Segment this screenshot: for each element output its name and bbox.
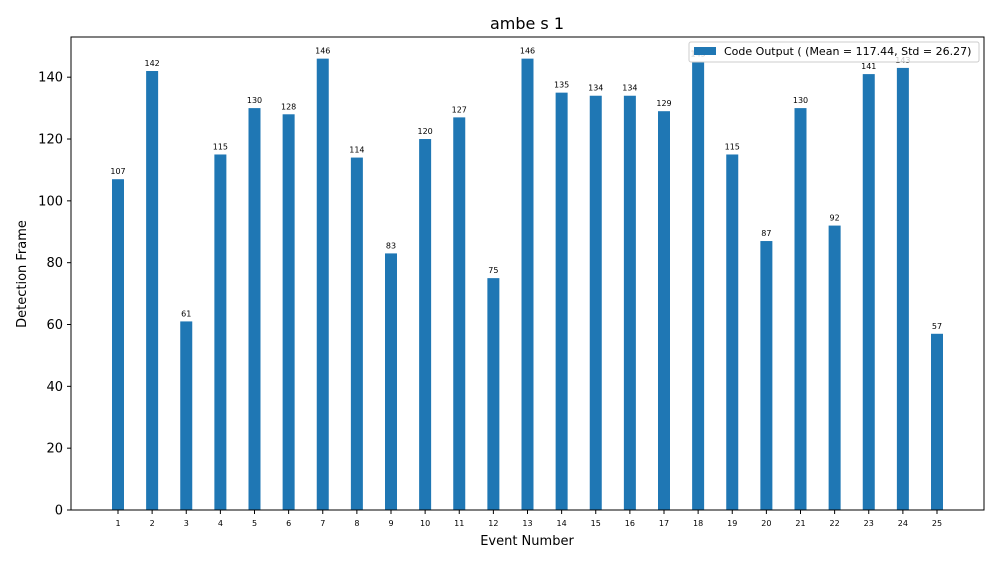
bar-event-16 — [623, 95, 636, 511]
bar-event-14 — [555, 92, 568, 510]
bar-event-19 — [726, 154, 739, 511]
x-tick-label: 20 — [761, 519, 771, 528]
x-tick-label: 22 — [830, 519, 840, 528]
bar-event-17 — [658, 111, 670, 510]
y-axis-label: Detection Frame — [15, 220, 30, 328]
x-tick-label: 18 — [693, 519, 703, 528]
x-tick-label: 24 — [898, 519, 908, 528]
x-tick-label: 14 — [557, 519, 567, 528]
x-tick-label: 4 — [218, 519, 223, 528]
bar-value-label: 92 — [830, 214, 840, 223]
chart-title: ambe s 1 — [490, 14, 564, 33]
bar-value-label: 146 — [520, 47, 535, 56]
bar-value-label: 107 — [110, 167, 125, 176]
legend-entry: Code Output ( (Mean = 117.44, Std = 26.2… — [724, 45, 971, 58]
y-tick-label: 20 — [46, 442, 63, 457]
bar-value-label: 114 — [349, 146, 364, 155]
bar-value-label: 115 — [213, 142, 228, 151]
bar-event-23 — [862, 74, 875, 511]
bar-event-5 — [248, 108, 261, 510]
bar-value-label: 134 — [588, 84, 603, 93]
bar-event-11 — [453, 117, 466, 510]
x-tick-label: 25 — [932, 519, 942, 528]
x-tick-label: 17 — [659, 519, 669, 528]
x-tick-label: 16 — [625, 519, 635, 528]
bar-value-label: 75 — [488, 266, 498, 275]
x-tick-label: 23 — [864, 519, 874, 528]
y-tick-label: 100 — [38, 194, 63, 209]
bar-event-21 — [794, 108, 807, 510]
bar-value-label: 142 — [144, 59, 159, 68]
legend: Code Output ( (Mean = 117.44, Std = 26.2… — [688, 41, 980, 63]
y-tick-label: 120 — [38, 133, 63, 148]
x-tick-label: 10 — [420, 519, 430, 528]
x-tick-label: 2 — [150, 519, 155, 528]
y-tick-label: 0 — [55, 504, 63, 519]
bar-value-label: 127 — [452, 105, 467, 114]
bar-event-22 — [828, 225, 841, 510]
x-tick-label: 12 — [488, 519, 498, 528]
bar-event-24 — [896, 67, 909, 510]
bar-event-8 — [350, 157, 363, 510]
y-axis-ticks: 0 20 40 60 80 100 120 140 — [38, 71, 71, 519]
bar-value-label: 128 — [281, 102, 296, 111]
bar-event-1 — [112, 179, 124, 510]
bar-value-label: 83 — [386, 241, 396, 250]
bar-value-label: 61 — [181, 309, 191, 318]
y-tick-label: 80 — [46, 256, 63, 271]
x-tick-label: 1 — [115, 519, 120, 528]
bar-event-25 — [931, 333, 943, 510]
x-tick-label: 15 — [591, 519, 601, 528]
bar-event-7 — [316, 58, 329, 510]
bar-value-label: 134 — [622, 84, 637, 93]
x-tick-label: 8 — [354, 519, 359, 528]
x-axis-label: Event Number — [480, 534, 574, 549]
bar-event-4 — [214, 154, 227, 511]
x-tick-label: 9 — [388, 519, 393, 528]
bar-event-12 — [487, 278, 500, 510]
legend-swatch — [694, 47, 716, 55]
bar-event-20 — [760, 241, 773, 510]
x-tick-label: 19 — [727, 519, 737, 528]
bar-value-label: 130 — [793, 96, 808, 105]
bar-value-label: 57 — [932, 322, 942, 331]
bar-event-18 — [692, 61, 705, 510]
bar-event-3 — [180, 321, 193, 510]
bar-event-15 — [589, 95, 602, 511]
x-tick-label: 3 — [184, 519, 189, 528]
bars-layer: 107 142 61 115 130 128 146 114 83 120 127 75 146 135 1… — [110, 47, 943, 511]
x-tick-label: 11 — [454, 519, 464, 528]
x-axis-ticks: 1 2 3 4 5 6 7 8 9 10 11 12 13 14 15 16 17 18 19 20 21 22 23 24 2… — [115, 510, 942, 528]
bar-value-label: 135 — [554, 81, 569, 90]
bar-value-label: 146 — [315, 47, 330, 56]
x-tick-label: 13 — [522, 519, 532, 528]
x-tick-label: 7 — [320, 519, 325, 528]
bar-value-label: 129 — [656, 99, 671, 108]
x-tick-label: 5 — [252, 519, 257, 528]
bar-value-label: 141 — [861, 62, 876, 71]
bar-event-10 — [419, 139, 432, 511]
legend-box — [688, 41, 980, 63]
bar-event-6 — [282, 114, 295, 510]
bar-value-label: 87 — [761, 229, 771, 238]
bar-value-label: 120 — [417, 127, 432, 136]
x-tick-label: 6 — [286, 519, 291, 528]
y-tick-label: 140 — [38, 71, 63, 86]
y-tick-label: 60 — [46, 318, 63, 333]
bar-value-label: 130 — [247, 96, 262, 105]
bar-value-label: 115 — [725, 142, 740, 151]
bar-event-9 — [385, 253, 397, 511]
plot-frame — [70, 36, 985, 511]
bar-event-2 — [146, 71, 159, 511]
bar-event-13 — [521, 58, 534, 510]
x-tick-label: 21 — [795, 519, 805, 528]
y-tick-label: 40 — [46, 380, 63, 395]
